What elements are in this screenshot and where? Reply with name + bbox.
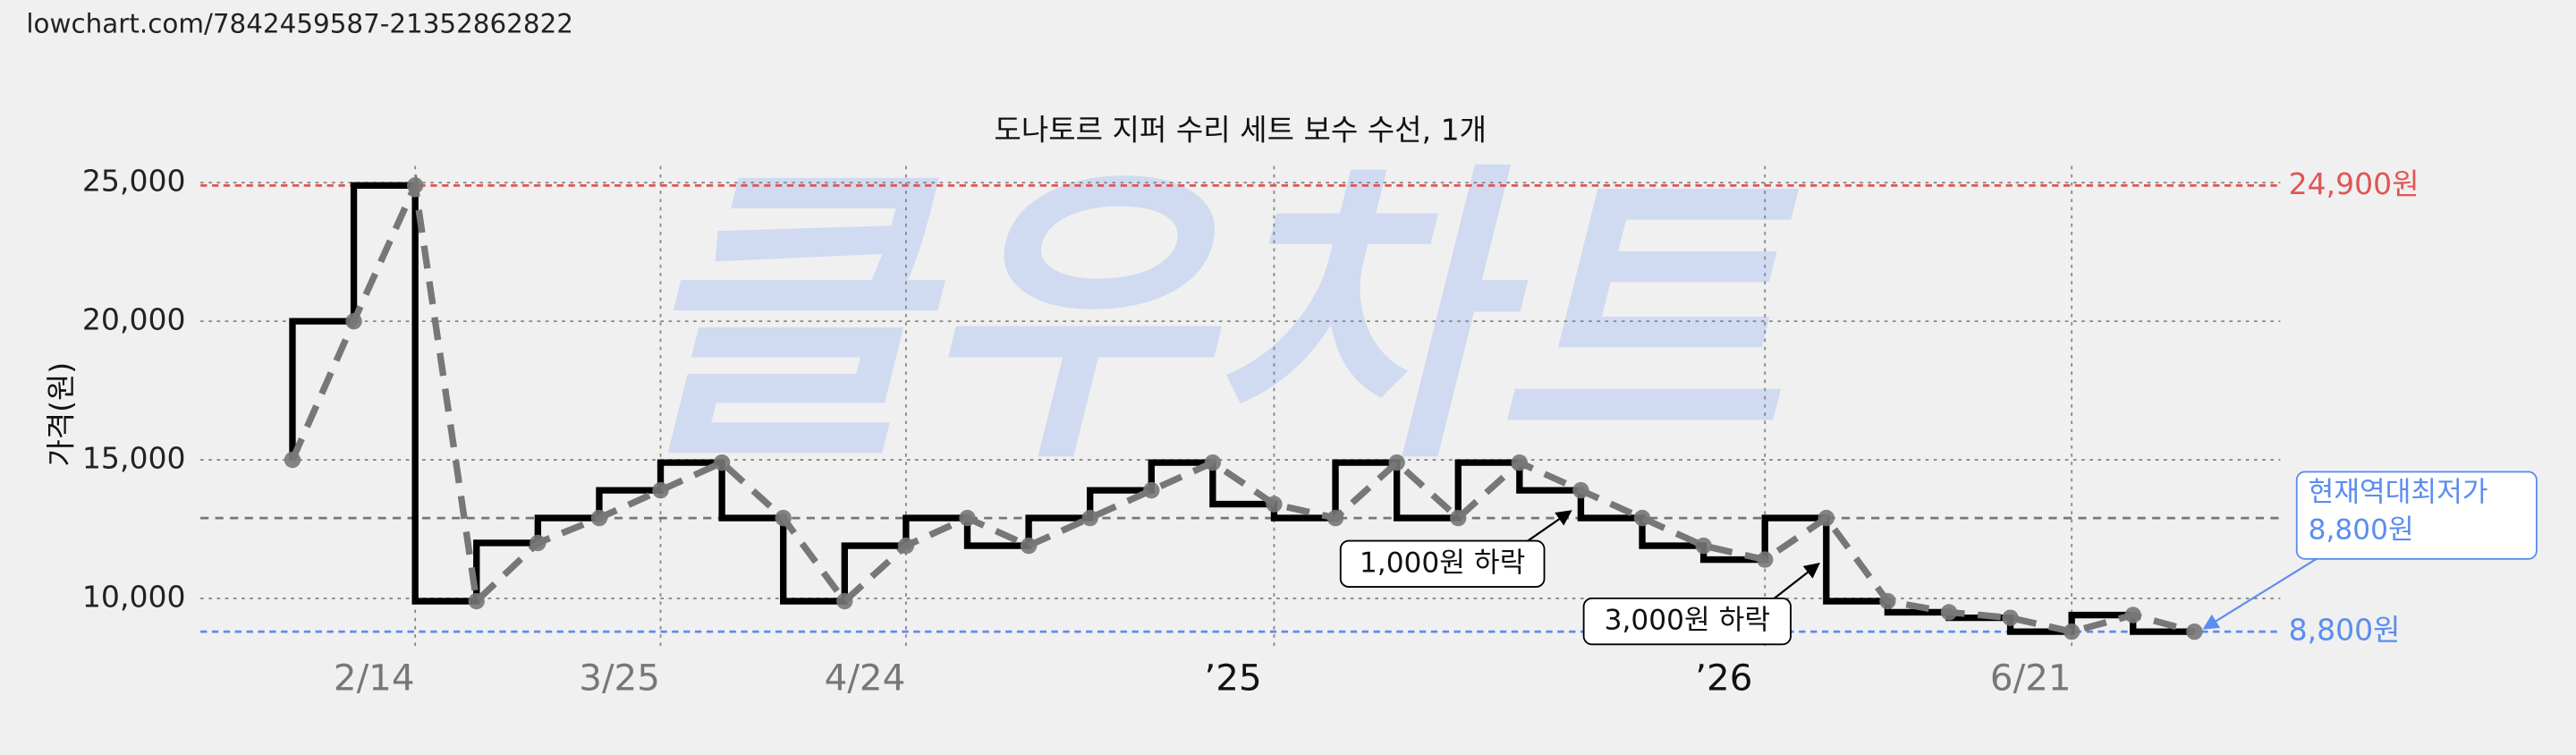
point xyxy=(1266,496,1283,513)
annotation: 3,000원 하락 xyxy=(1605,605,1770,637)
point xyxy=(959,509,976,527)
x-tick-label: 6/21 xyxy=(1990,657,2072,700)
max-line-label: 24,900원 xyxy=(2289,166,2419,201)
point xyxy=(2186,623,2203,640)
point xyxy=(1879,592,1896,610)
point xyxy=(652,481,669,499)
point xyxy=(1818,509,1835,527)
point xyxy=(468,592,485,610)
url: lowchart.com/7842459587-21352862822 xyxy=(26,8,573,38)
callout-box xyxy=(2295,471,2538,560)
point xyxy=(1388,454,1405,471)
point xyxy=(345,312,362,330)
annotation: 1,000원 하락 xyxy=(1360,547,1525,579)
point xyxy=(1450,509,1467,527)
point xyxy=(1695,537,1712,555)
y-tick-label: 25,000 xyxy=(82,164,186,199)
y-tick-label: 20,000 xyxy=(82,302,186,337)
x-tick-label: 2/14 xyxy=(334,657,415,700)
watermark: 클우차트 xyxy=(633,139,1802,502)
x-tick-label: ’25 xyxy=(1204,657,1261,700)
point xyxy=(1633,509,1651,527)
point xyxy=(2063,623,2080,640)
callout-text: 현재역대최저가 xyxy=(2309,476,2488,508)
point xyxy=(836,592,853,610)
y-axis-label: 가격(원) xyxy=(43,362,78,467)
point xyxy=(897,537,915,555)
point xyxy=(775,509,792,527)
y-tick-label: 15,000 xyxy=(82,441,186,476)
point xyxy=(590,509,608,527)
point xyxy=(1143,481,1160,499)
point xyxy=(1081,509,1098,527)
price-line xyxy=(289,174,2196,635)
annotation-box xyxy=(1582,597,1792,646)
chart-title: 도나토르 지퍼 수리 세트 보수 수선, 1개 xyxy=(994,113,1487,148)
callout-text: 8,800원 xyxy=(2309,514,2414,547)
annotation-arrow xyxy=(1527,510,1572,542)
callout-arrow xyxy=(2202,557,2318,630)
step-line xyxy=(289,182,2195,635)
point xyxy=(713,454,731,471)
x-tick-label: ’26 xyxy=(1695,657,1752,700)
point xyxy=(530,534,547,552)
point xyxy=(1757,551,1774,568)
x-tick-label: 4/24 xyxy=(825,657,906,700)
point xyxy=(2002,609,2019,626)
annotation-box xyxy=(1339,539,1546,588)
x-tick-label: 3/25 xyxy=(579,657,660,700)
point xyxy=(1204,454,1222,471)
point xyxy=(1020,537,1038,555)
point xyxy=(1511,454,1529,471)
point xyxy=(284,451,301,469)
y-tick-label: 10,000 xyxy=(82,579,186,614)
point xyxy=(1326,509,1344,527)
point xyxy=(406,177,424,194)
point xyxy=(1572,481,1589,499)
min-line-label: 8,800원 xyxy=(2289,613,2401,648)
point xyxy=(1940,604,1958,621)
point xyxy=(2124,607,2141,624)
annotation-arrow xyxy=(1773,562,1821,599)
